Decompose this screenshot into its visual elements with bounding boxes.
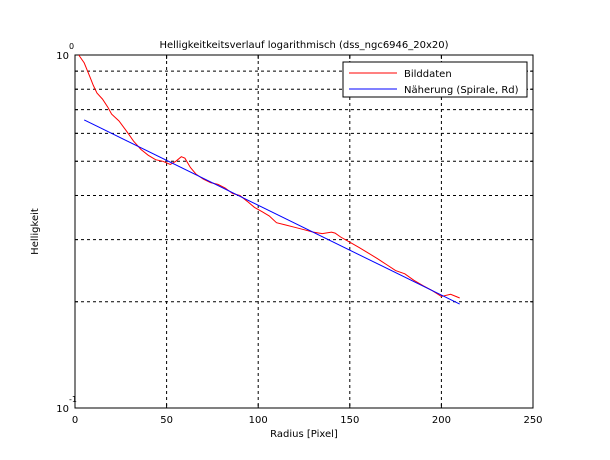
series-lines: [78, 54, 460, 305]
legend: Bilddaten Näherung (Spirale, Rd): [342, 61, 528, 98]
chart-title: Helligkeitkeitsverlauf logarithmisch (ds…: [159, 40, 448, 51]
x-tick-label: 100: [249, 415, 268, 426]
y-tick-label-exponent: -1: [69, 395, 77, 404]
x-tick-label: 200: [432, 415, 451, 426]
legend-box: [342, 61, 528, 98]
legend-label-bilddaten: Bilddaten: [404, 69, 452, 80]
y-tick-label-exponent: 0: [69, 42, 74, 51]
legend-label-naeherung: Näherung (Spirale, Rd): [404, 85, 519, 96]
x-tick-label: 50: [160, 415, 173, 426]
series-line-1: [83, 119, 460, 305]
x-tick-label: 250: [523, 415, 542, 426]
y-axis-label: Helligkeit: [30, 208, 41, 255]
plot-frame: [74, 54, 534, 409]
y-tick-label-base: 10: [56, 51, 69, 62]
x-tick-label: 0: [72, 415, 78, 426]
x-axis-label: Radius [Pixel]: [270, 429, 338, 440]
grid: [75, 55, 533, 408]
x-tick-label: 150: [340, 415, 359, 426]
y-tick-label-base: 10: [56, 404, 69, 415]
